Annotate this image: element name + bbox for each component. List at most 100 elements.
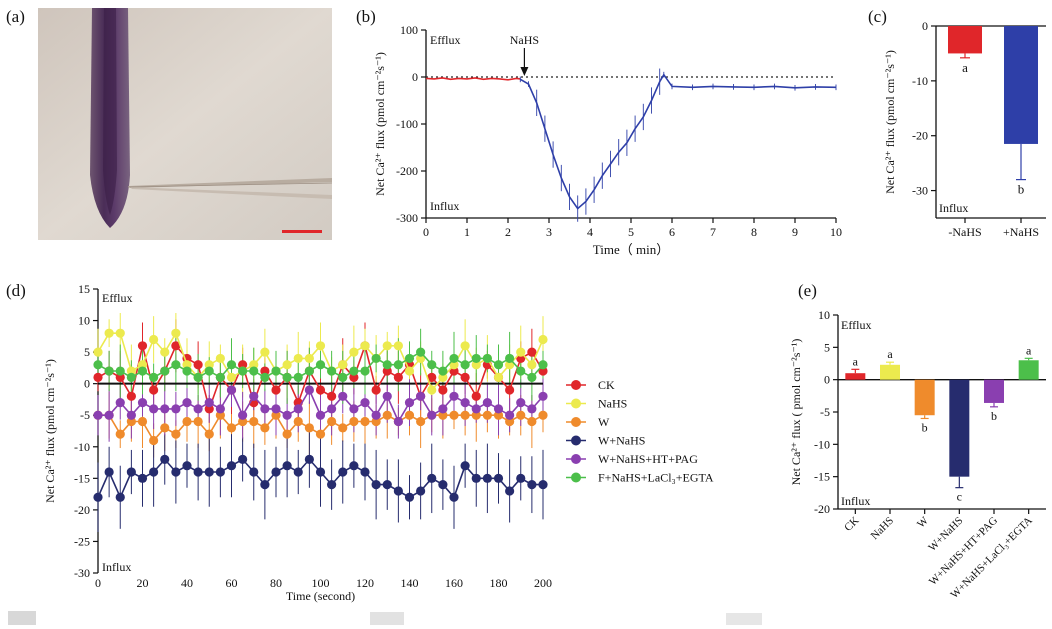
data-point-green (393, 360, 403, 370)
data-point-red (438, 385, 448, 395)
data-point-purple (249, 391, 259, 401)
legend-label: W+NaHS+HT+PAG (598, 452, 698, 466)
x-tick-label: 60 (226, 576, 238, 590)
data-point-yellow (215, 353, 225, 364)
y-tick-label: -20 (74, 503, 90, 517)
data-point-yellow (260, 347, 270, 357)
data-point-navy (416, 486, 426, 496)
data-point-yellow (293, 353, 303, 364)
chart-b: 100 0 -100 -200 -300 0 1 2 3 4 5 6 7 8 9 10 Time（ min） Ne… (373, 23, 842, 257)
scale-bar (282, 230, 322, 233)
data-point-green (226, 360, 237, 370)
data-point-orange (516, 410, 526, 420)
data-point-navy (271, 467, 281, 477)
data-point-orange (160, 423, 170, 433)
data-point-green (538, 360, 548, 370)
data-point-orange (171, 429, 181, 439)
data-point-green (282, 372, 292, 382)
data-point-orange (538, 410, 548, 420)
data-point-orange (371, 416, 381, 427)
y-tick-label: -5 (80, 408, 90, 422)
data-point-yellow (527, 360, 537, 370)
data-point-navy (527, 480, 537, 490)
bar-4 (984, 379, 1004, 403)
data-point-red (193, 360, 203, 370)
data-point-navy (137, 473, 148, 483)
data-point-purple (505, 410, 515, 420)
category-label: +NaHS (1003, 225, 1039, 239)
data-point-navy (371, 480, 381, 490)
data-point-green (382, 360, 392, 370)
data-point-yellow (249, 360, 259, 370)
data-point-orange (505, 416, 515, 427)
y-tick-label: -30 (74, 566, 90, 580)
data-point-orange (249, 416, 259, 427)
data-point-navy (349, 461, 359, 471)
legend-swatch-marker (571, 398, 581, 409)
data-point-navy (215, 467, 225, 477)
bar-0 (845, 373, 866, 380)
data-point-red (315, 385, 326, 395)
y-tick-label: -20 (912, 129, 928, 143)
data-point-navy (393, 486, 403, 496)
data-point-green (204, 366, 214, 376)
data-point-navy (171, 467, 181, 477)
data-point-red (137, 341, 148, 351)
data-point-navy (360, 467, 370, 477)
data-point-navy (315, 467, 326, 477)
data-point-purple (160, 404, 170, 414)
data-point-green (438, 366, 448, 376)
x-tick-label: 5 (628, 225, 634, 239)
data-point-purple (293, 404, 303, 414)
y-tick-label: -10 (912, 74, 928, 88)
series-line-red (425, 77, 521, 81)
panel-label-d: (d) (6, 281, 26, 300)
data-point-navy (505, 486, 515, 496)
data-point-red (427, 372, 437, 382)
y-axis-title: Net Ca²⁺ flux (pmol cm⁻²s⁻¹) (883, 50, 897, 194)
y-tick-label: 5 (824, 340, 830, 354)
y-tick-label: 5 (84, 345, 90, 359)
chart-c: 0 -10 -20 -30 Net Ca²⁺ flux (pmol cm⁻²s⁻¹) In… (883, 19, 1046, 239)
data-point-navy (438, 480, 448, 490)
data-point-navy (249, 467, 259, 477)
data-point-yellow (538, 334, 548, 345)
y-tick-label: 0 (412, 70, 418, 84)
data-point-yellow (460, 341, 470, 351)
data-point-yellow (493, 372, 504, 382)
panel-label-c: (c) (868, 7, 887, 26)
x-tick-label: 140 (401, 576, 419, 590)
data-point-green (516, 366, 526, 376)
data-point-green (360, 366, 370, 376)
x-tick-label: 6 (669, 225, 675, 239)
x-tick-label: 4 (587, 225, 593, 239)
data-point-navy (204, 467, 214, 477)
y-axis-title: Net Ca²⁺ flux (pmol cm⁻²s⁻¹) (43, 359, 57, 503)
data-point-purple (149, 404, 159, 414)
data-point-purple (460, 398, 470, 408)
y-tick-label: -15 (814, 470, 830, 484)
data-point-orange (382, 410, 392, 420)
x-tick-label: 0 (95, 576, 101, 590)
data-point-purple (449, 391, 459, 401)
x-tick-label: 10 (830, 225, 842, 239)
data-point-orange (338, 423, 348, 433)
root-photo (38, 8, 333, 240)
data-point-navy (482, 473, 492, 483)
data-point-orange (349, 416, 359, 427)
x-tick-label: 8 (751, 225, 757, 239)
data-point-yellow (338, 360, 348, 370)
data-point-yellow (282, 360, 292, 370)
data-point-purple (482, 398, 492, 408)
data-point-purple (371, 410, 381, 420)
data-point-orange (193, 416, 203, 427)
legend-label: W (598, 415, 610, 429)
data-point-navy (238, 454, 248, 464)
data-point-purple (393, 416, 403, 427)
bar-2 (914, 379, 935, 416)
data-point-orange (226, 423, 237, 433)
data-point-orange (115, 429, 125, 439)
y-axis-title: Net Ca²⁺ flux ( pmol cm⁻²s⁻¹) (789, 339, 803, 486)
category-label: W (915, 514, 931, 530)
